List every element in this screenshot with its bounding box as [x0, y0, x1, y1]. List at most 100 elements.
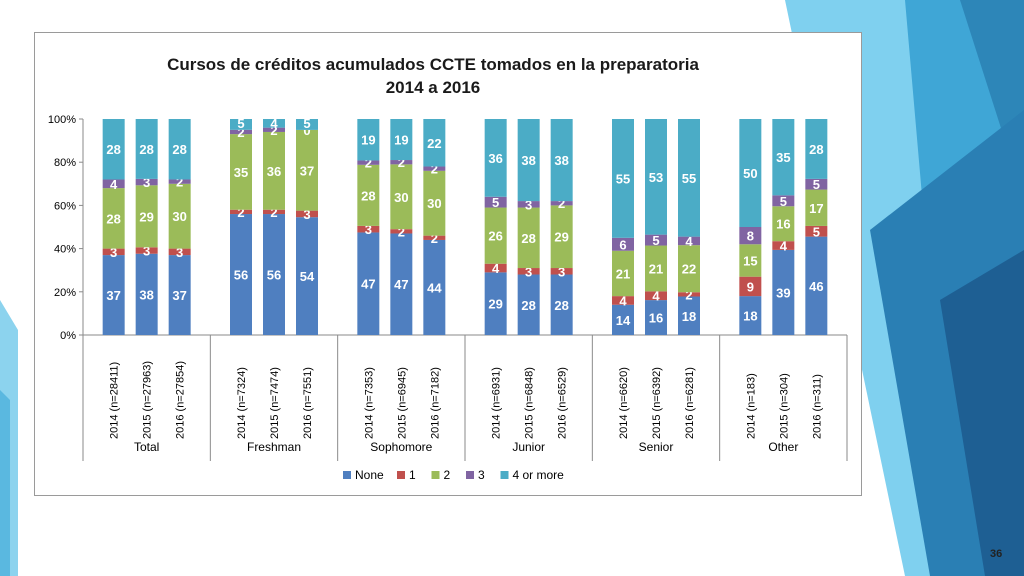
bar-segment-3	[135, 178, 158, 186]
data-label: 56	[234, 268, 248, 283]
bar-segment-3	[612, 237, 634, 251]
data-label: 5	[492, 195, 499, 210]
data-label: 5	[813, 224, 820, 239]
bar-segment-4-or-more	[168, 119, 191, 180]
data-label: 28	[521, 231, 535, 246]
data-label: 3	[143, 175, 150, 190]
legend-label: None	[355, 468, 384, 482]
bar-segment-2	[772, 206, 795, 242]
x-category-label: 2015 (n=6945)	[396, 367, 408, 439]
bar-segment-3	[645, 234, 667, 246]
chart-frame: Cursos de créditos acumulados CCTE tomad…	[34, 32, 862, 496]
bar-segment-none	[517, 274, 540, 335]
bar-segment-none	[168, 255, 191, 335]
bar-segment-2	[296, 129, 318, 211]
data-label: 2	[365, 156, 372, 171]
data-label: 28	[554, 298, 568, 313]
data-label: 2	[270, 205, 277, 220]
bar-segment-2	[739, 244, 762, 277]
legend-swatch	[431, 471, 440, 479]
data-label: 4	[492, 261, 500, 276]
legend-swatch	[500, 471, 509, 479]
data-label: 39	[776, 285, 790, 300]
bar-segment-3	[550, 201, 573, 206]
data-label: 3	[110, 245, 117, 260]
bar-segment-4-or-more	[517, 119, 540, 202]
data-label: 38	[139, 287, 153, 302]
bar-segment-none	[423, 239, 446, 335]
bar-segment-3	[263, 127, 285, 132]
bar-segment-none	[102, 255, 125, 335]
data-label: 28	[361, 188, 375, 203]
x-category-label: 2014 (n=28411)	[109, 362, 121, 439]
legend-label: 2	[444, 468, 451, 482]
x-category-label: 2015 (n=27963)	[142, 361, 154, 439]
data-label: 4	[270, 116, 278, 131]
data-label: 17	[809, 201, 823, 216]
data-label: 3	[176, 245, 183, 260]
bar-segment-3	[739, 227, 762, 245]
data-label: 55	[616, 171, 630, 186]
y-tick-label: 40%	[54, 244, 76, 256]
bar-segment-4-or-more	[678, 119, 700, 237]
bar-segment-1	[390, 229, 413, 234]
bar-segment-4-or-more	[296, 119, 318, 130]
data-label: 2	[685, 287, 692, 302]
data-label: 15	[743, 253, 757, 268]
bar-segment-2	[678, 245, 700, 293]
bar-segment-1	[168, 248, 191, 256]
data-label: 21	[616, 266, 630, 281]
bar-segment-none	[263, 214, 285, 335]
bar-segment-3	[423, 166, 446, 171]
bar-segment-none	[230, 214, 252, 335]
bar-segment-1	[296, 210, 318, 218]
data-label: 2	[237, 205, 244, 220]
bar-segment-2	[645, 245, 667, 292]
legend-label: 4 or more	[513, 468, 565, 482]
data-label: 4	[619, 293, 627, 308]
data-label: 16	[776, 217, 790, 232]
chart-title: Cursos de créditos acumulados CCTE tomad…	[35, 53, 831, 99]
bar-segment-1	[230, 209, 252, 215]
data-label: 28	[139, 142, 153, 157]
data-label: 37	[172, 288, 186, 303]
bar-segment-3	[772, 195, 795, 207]
data-label: 19	[394, 133, 408, 148]
x-group-label: Sophomore	[370, 440, 432, 454]
bar-segment-2	[484, 207, 507, 264]
bar-segment-none	[805, 236, 828, 335]
bar-segment-none	[296, 217, 318, 335]
bar-segment-1	[135, 247, 158, 254]
bar-segment-4-or-more	[739, 119, 762, 227]
data-label: 28	[106, 142, 120, 157]
page-number: 36	[990, 548, 1003, 560]
bar-segment-4-or-more	[484, 119, 507, 197]
data-label: 3	[558, 264, 565, 279]
x-category-label: 2016 (n=27854)	[175, 361, 187, 439]
data-label: 8	[747, 229, 754, 244]
bar-segment-1	[550, 268, 573, 275]
data-label: 37	[106, 288, 120, 303]
data-label: 14	[616, 313, 631, 328]
y-tick-label: 20%	[54, 287, 76, 299]
data-label: 2	[431, 162, 438, 177]
data-label: 35	[776, 150, 790, 165]
bar-segment-4-or-more	[135, 119, 158, 179]
x-category-label: 2014 (n=7353)	[363, 367, 375, 439]
x-group-label: Other	[768, 440, 798, 454]
data-label: 38	[554, 153, 568, 168]
bar-segment-4-or-more	[645, 119, 667, 235]
bar-segment-1	[263, 209, 285, 215]
data-label: 4	[110, 177, 118, 192]
x-category-label: 2016 (n=311)	[811, 374, 823, 439]
data-label: 16	[649, 311, 663, 326]
bar-segment-2	[102, 188, 125, 249]
data-label: 28	[521, 298, 535, 313]
data-label: 54	[300, 269, 315, 284]
bar-segment-1	[739, 276, 762, 297]
data-label: 2	[558, 196, 565, 211]
data-label: 28	[172, 142, 186, 157]
data-label: 2	[398, 224, 405, 239]
data-label: 0	[303, 123, 310, 138]
data-label: 2	[237, 125, 244, 140]
